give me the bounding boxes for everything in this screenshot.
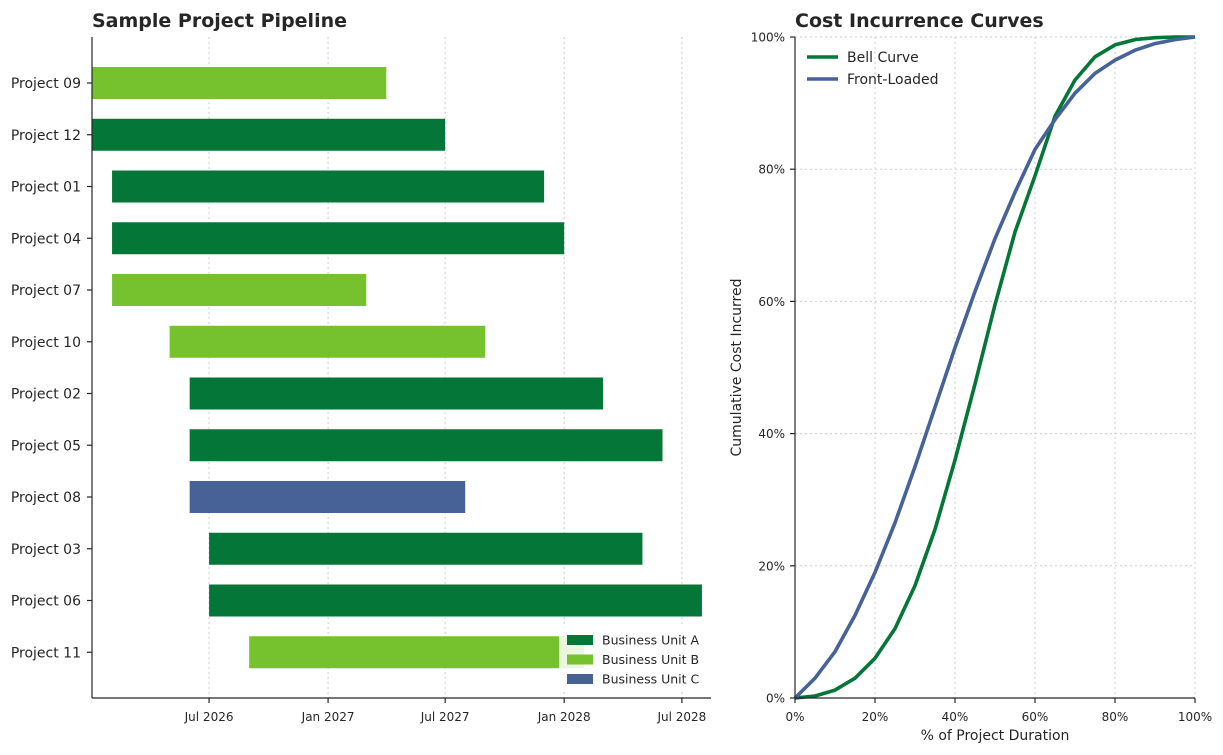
gantt-x-tick-label: Jul 2027 (420, 710, 470, 724)
gantt-title: Sample Project Pipeline (92, 10, 347, 32)
gantt-category-label: Project 11 (11, 645, 81, 661)
gantt-x-tick-label: Jul 2026 (184, 710, 234, 724)
curves-title: Cost Incurrence Curves (795, 10, 1044, 32)
curves-y-tick-label: 0% (766, 692, 785, 706)
gantt-x-tick-label: Jan 2027 (301, 710, 355, 724)
curves-y-tick-label: 60% (758, 295, 785, 309)
gantt-bar-project-10 (169, 325, 486, 358)
curves-x-tick-label: 20% (862, 710, 889, 724)
gantt-bar-project-08 (189, 481, 466, 513)
cost-curves-chart: Cost Incurrence Curves 0%0% 20% 20% 40% 40% 6… (729, 10, 1212, 744)
gantt-category-label: Project 05 (11, 438, 81, 454)
gantt-bar-project-03 (209, 532, 643, 565)
gantt-bar-project-01 (112, 170, 545, 203)
gantt-category-label: Project 10 (11, 335, 81, 351)
legend-label-business-unit-c: Business Unit C (602, 672, 700, 687)
gantt-category-label: Project 02 (11, 387, 81, 403)
gantt-category-label: Project 06 (11, 594, 81, 610)
gantt-category-label: Project 01 (11, 180, 81, 196)
gantt-bar-project-05 (189, 429, 663, 462)
curves-x-axis-label: % of Project Duration (921, 728, 1070, 744)
gantt-x-tick-label: Jul 2028 (656, 710, 706, 724)
legend-swatch-business-unit-b (567, 654, 593, 665)
gantt-x-tick-label: Jan 2028 (537, 710, 591, 724)
curves-x-tick-label: 0% (785, 710, 804, 724)
gantt-category-label: Project 09 (11, 76, 81, 92)
legend-label-business-unit-a: Business Unit A (602, 633, 700, 648)
gantt-legend: Business Unit A Business Unit B Business U… (559, 627, 706, 690)
curves-y-axis-label: Cumulative Cost Incurred (729, 279, 745, 457)
gantt-bar-project-11 (249, 636, 585, 669)
curves-x-tick-label: 100% (1178, 710, 1212, 724)
gantt-category-label: Project 07 (11, 283, 81, 299)
legend-swatch-business-unit-c (567, 674, 593, 684)
gantt-bar-project-09 (92, 67, 387, 99)
curves-legend: Bell Curve Front-Loaded (807, 50, 939, 88)
legend-label-business-unit-b: Business Unit B (602, 652, 699, 667)
gantt-bar-project-02 (189, 377, 603, 410)
curves-x-tick-label: 60% (1022, 710, 1049, 724)
curves-y-tick-label: 20% (758, 559, 785, 573)
gantt-category-label: Project 12 (11, 128, 81, 144)
curves-y-tick-label: 100% (751, 31, 785, 45)
gantt-category-label: Project 04 (11, 231, 81, 247)
curves-x-tick-label: 80% (1102, 710, 1129, 724)
legend-swatch-business-unit-a (567, 635, 593, 645)
legend-label-bell-curve: Bell Curve (847, 50, 919, 66)
gantt-bar-project-04 (112, 222, 565, 255)
gantt-category-label: Project 08 (11, 490, 81, 506)
gantt-category-label: Project 03 (11, 542, 81, 558)
gantt-chart: Sample Project Pipeline Project 09 Projec… (11, 10, 711, 724)
series-line-front-loaded (793, 35, 1196, 700)
gantt-bar-project-07 (112, 274, 367, 306)
gantt-bar-project-06 (209, 584, 702, 617)
curves-y-tick-label: 40% (758, 427, 785, 441)
series-line-bell-curve (794, 35, 1195, 700)
legend-label-front-loaded: Front-Loaded (847, 72, 939, 88)
gantt-bar-project-12 (92, 118, 446, 151)
curves-x-tick-label: 40% (942, 710, 969, 724)
curves-y-tick-label: 80% (758, 163, 785, 177)
